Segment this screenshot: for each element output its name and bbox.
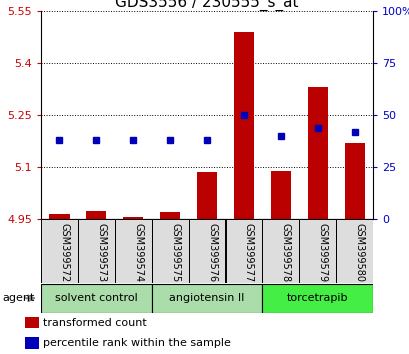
Bar (25, 317, 39, 329)
Text: GSM399575: GSM399575 (170, 223, 180, 282)
Text: GSM399578: GSM399578 (280, 223, 290, 282)
Bar (160, 212, 180, 219)
Bar (86, 211, 106, 219)
Bar (78, 219, 115, 283)
Bar (115, 219, 151, 283)
Bar (151, 284, 262, 313)
Bar (188, 219, 225, 283)
Text: angiotensin II: angiotensin II (169, 293, 244, 303)
Text: GSM399576: GSM399576 (207, 223, 216, 282)
Text: solvent control: solvent control (55, 293, 137, 303)
Bar (233, 32, 254, 219)
Text: torcetrapib: torcetrapib (286, 293, 348, 303)
Bar (344, 143, 364, 219)
Bar (123, 217, 143, 219)
Bar (41, 219, 78, 283)
Text: agent: agent (2, 293, 34, 303)
Bar (151, 219, 188, 283)
Bar (49, 214, 70, 219)
Bar (196, 172, 217, 219)
Bar (335, 219, 372, 283)
Text: transformed count: transformed count (43, 318, 146, 328)
Bar (262, 219, 299, 283)
Bar (225, 219, 262, 283)
Bar (25, 337, 39, 349)
Title: GDS3556 / 230555_s_at: GDS3556 / 230555_s_at (115, 0, 298, 11)
Text: GSM399577: GSM399577 (243, 223, 253, 282)
Text: percentile rank within the sample: percentile rank within the sample (43, 338, 230, 348)
Bar (41, 284, 151, 313)
Bar (270, 171, 290, 219)
Text: GSM399574: GSM399574 (133, 223, 143, 282)
Text: GSM399572: GSM399572 (59, 223, 69, 282)
Bar (307, 87, 327, 219)
Text: GSM399573: GSM399573 (96, 223, 106, 282)
Bar (299, 219, 335, 283)
Text: GSM399579: GSM399579 (317, 223, 327, 282)
Bar (262, 284, 372, 313)
Text: GSM399580: GSM399580 (354, 223, 364, 282)
